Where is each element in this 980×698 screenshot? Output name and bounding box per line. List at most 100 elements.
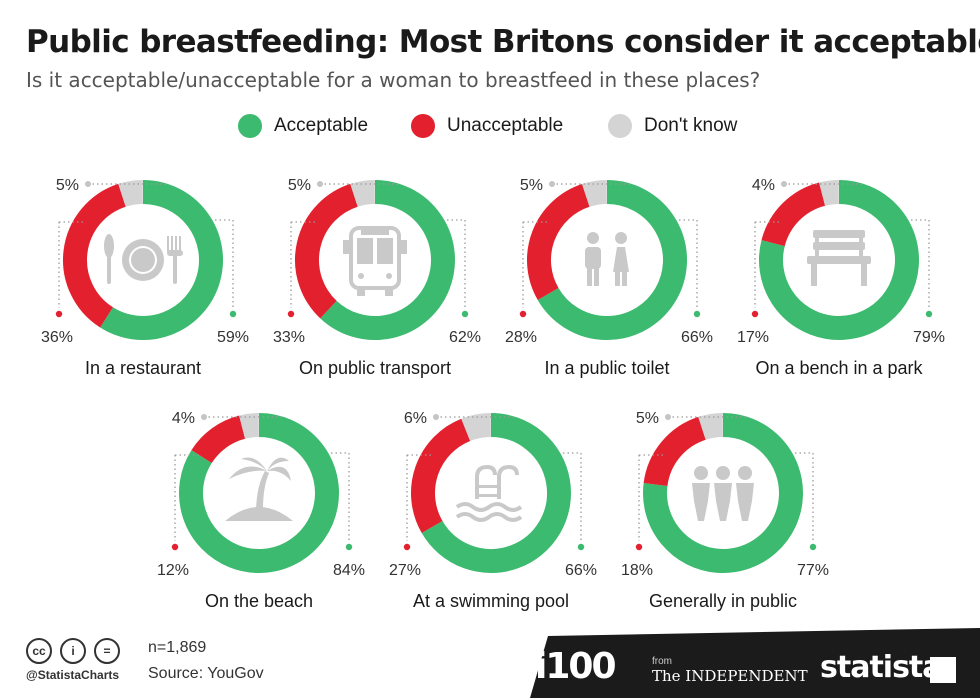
attribution-icon: i — [60, 638, 86, 664]
donut-category-label: On a bench in a park — [755, 358, 923, 378]
value-label-dont-know: 5% — [288, 177, 311, 194]
donut-segment-acceptable — [421, 413, 571, 573]
donut-segment-unacceptable — [643, 416, 707, 487]
independent-logo: The INDEPENDENT — [652, 667, 808, 685]
value-label-dont-know: 4% — [752, 177, 775, 194]
marker-acceptable — [925, 310, 933, 318]
value-label-unacceptable: 17% — [737, 329, 769, 346]
marker-unacceptable — [403, 543, 411, 551]
plate-cutlery-icon — [104, 234, 183, 284]
legend-swatch-unacceptable — [411, 114, 435, 138]
value-label-acceptable: 59% — [217, 329, 249, 346]
marker-unacceptable — [635, 543, 643, 551]
i100-logo: i100 — [535, 646, 616, 687]
donut-segment-acceptable — [759, 180, 919, 340]
value-label-acceptable: 79% — [913, 329, 945, 346]
donut-segment-acceptable — [643, 413, 803, 573]
statista-handle: @StatistaCharts — [26, 668, 120, 682]
donut-segment-acceptable — [100, 180, 223, 340]
marker-unacceptable — [751, 310, 759, 318]
people-group-icon — [692, 466, 754, 521]
value-label-unacceptable: 28% — [505, 329, 537, 346]
marker-dont-know — [433, 414, 439, 420]
statista-logo-mark-icon — [930, 657, 956, 683]
legend: Acceptable Unacceptable Don't know — [0, 114, 980, 140]
donut-category-label: At a swimming pool — [413, 591, 569, 611]
marker-unacceptable — [171, 543, 179, 551]
statista-logo: statista — [820, 650, 943, 685]
legend-label-dont-know: Don't know — [644, 115, 738, 136]
marker-unacceptable — [519, 310, 527, 318]
value-label-dont-know: 4% — [172, 410, 195, 427]
legend-swatch-acceptable — [238, 114, 262, 138]
donut-segment-acceptable — [320, 180, 455, 340]
value-label-unacceptable: 18% — [621, 562, 653, 579]
donut-segment-acceptable — [179, 413, 339, 573]
no-derivatives-icon: = — [94, 638, 120, 664]
value-label-unacceptable: 27% — [389, 562, 421, 579]
value-label-unacceptable: 33% — [273, 329, 305, 346]
footer — [0, 622, 980, 698]
footer-dark-band — [530, 628, 980, 698]
marker-acceptable — [229, 310, 237, 318]
palm-island-icon — [225, 457, 293, 521]
marker-acceptable — [577, 543, 585, 551]
from-label: from — [652, 656, 672, 667]
value-label-dont-know: 6% — [404, 410, 427, 427]
marker-unacceptable — [287, 310, 295, 318]
donut-category-label: Generally in public — [649, 591, 797, 611]
marker-acceptable — [693, 310, 701, 318]
source-note: Source: YouGov — [148, 665, 264, 682]
marker-dont-know — [317, 181, 323, 187]
marker-acceptable — [809, 543, 817, 551]
donut-segment-dont-know — [239, 413, 260, 439]
marker-dont-know — [85, 181, 91, 187]
donut-segment-dont-know — [461, 413, 492, 442]
sample-size: n=1,869 — [148, 639, 207, 656]
donut-category-label: On the beach — [205, 591, 313, 611]
donut-category-label: On public transport — [299, 358, 451, 378]
value-label-acceptable: 66% — [681, 329, 713, 346]
marker-acceptable — [345, 543, 353, 551]
marker-unacceptable — [55, 310, 63, 318]
marker-dont-know — [201, 414, 207, 420]
chart-subtitle: Is it acceptable/unacceptable for a woma… — [26, 68, 761, 92]
cc-license-icon: cc — [26, 638, 52, 664]
bus-icon — [343, 226, 407, 296]
donut-segment-dont-know — [350, 180, 376, 207]
legend-item-dont-know: Don't know — [608, 114, 737, 138]
donut-segment-unacceptable — [411, 418, 471, 533]
legend-item-unacceptable: Unacceptable — [411, 114, 563, 138]
marker-dont-know — [781, 181, 787, 187]
marker-acceptable — [461, 310, 469, 318]
legend-swatch-dont-know — [608, 114, 632, 138]
value-label-dont-know: 5% — [56, 177, 79, 194]
donut-segment-unacceptable — [527, 183, 590, 300]
toilet-people-icon — [585, 232, 629, 286]
value-label-acceptable: 77% — [797, 562, 829, 579]
value-label-unacceptable: 12% — [157, 562, 189, 579]
value-label-acceptable: 84% — [333, 562, 365, 579]
donut-category-label: In a restaurant — [85, 358, 201, 378]
legend-label-acceptable: Acceptable — [274, 115, 369, 136]
value-label-dont-know: 5% — [520, 177, 543, 194]
value-label-dont-know: 5% — [636, 410, 659, 427]
donut-segment-unacceptable — [63, 183, 127, 328]
donut-segment-acceptable — [537, 180, 687, 340]
donut-segment-unacceptable — [295, 183, 359, 319]
value-label-unacceptable: 36% — [41, 329, 73, 346]
donut-segment-unacceptable — [761, 182, 826, 247]
marker-dont-know — [549, 181, 555, 187]
donut-segment-dont-know — [819, 180, 840, 206]
marker-dont-know — [665, 414, 671, 420]
legend-item-acceptable: Acceptable — [238, 114, 368, 138]
donut-segment-unacceptable — [191, 415, 246, 464]
chart-title: Public breastfeeding: Most Britons consi… — [26, 24, 980, 60]
value-label-acceptable: 66% — [565, 562, 597, 579]
legend-label-unacceptable: Unacceptable — [447, 115, 564, 136]
donut-category-label: In a public toilet — [544, 358, 669, 378]
value-label-acceptable: 62% — [449, 329, 481, 346]
donut-segment-dont-know — [582, 180, 608, 207]
pool-ladder-icon — [455, 464, 523, 522]
